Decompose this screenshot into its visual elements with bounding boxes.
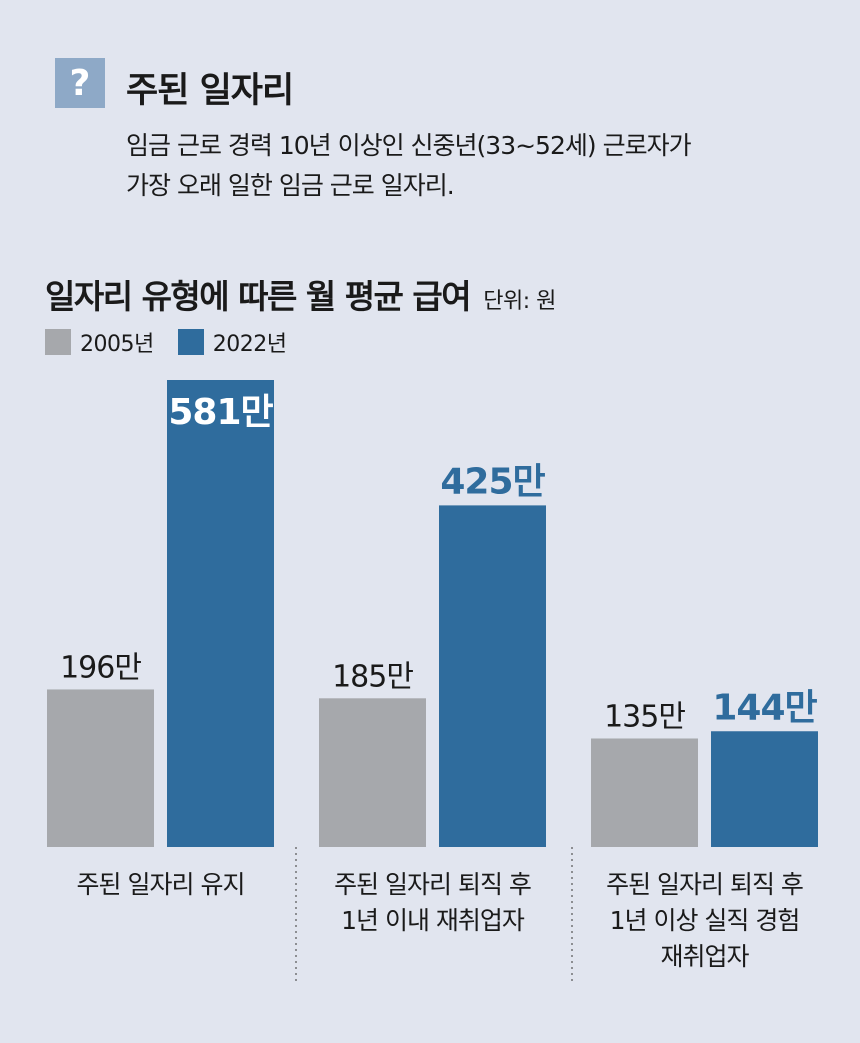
legend-item-2022: 2022년 xyxy=(177,326,287,358)
description: 임금 근로 경력 10년 이상인 신중년(33~52세) 근로자가 가장 오래 … xyxy=(126,126,826,206)
bar-value-label: 185만 xyxy=(332,659,413,694)
description-line-2: 가장 오래 일한 임금 근로 일자리. xyxy=(126,171,455,200)
legend-label-2005: 2005년 xyxy=(80,332,154,357)
question-mark-glyph: ? xyxy=(69,62,91,104)
bar-2005-3 xyxy=(591,738,698,847)
category-label-line: 1년 이내 재취업자 xyxy=(341,906,525,935)
question-mark-icon: ? xyxy=(55,58,105,108)
bar-2022-2 xyxy=(439,505,546,847)
bar-value-label: 581만 xyxy=(168,392,273,433)
category-label-1: 주된 일자리 유지 xyxy=(77,870,245,899)
bar-value-label: 196만 xyxy=(60,650,141,685)
legend: 2005년 2022년 xyxy=(45,327,310,357)
bar-2022-1 xyxy=(167,380,274,847)
category-label-2: 주된 일자리 퇴직 후 1년 이내 재취업자 xyxy=(334,870,531,935)
legend-swatch-2005 xyxy=(45,329,71,355)
description-line-1: 임금 근로 경력 10년 이상인 신중년(33~52세) 근로자가 xyxy=(126,131,692,160)
bar-value-label: 135만 xyxy=(604,699,685,734)
legend-item-2005: 2005년 xyxy=(45,326,154,358)
category-label-line: 1년 이상 실직 경험 xyxy=(610,906,800,935)
chart-unit-label: 단위: 원 xyxy=(483,289,556,314)
bar-value-label: 425만 xyxy=(440,461,545,502)
category-label-line: 주된 일자리 퇴직 후 xyxy=(334,870,531,899)
category-label-line: 재취업자 xyxy=(660,942,749,971)
bar-2005-2 xyxy=(319,698,426,847)
bar-2022-3 xyxy=(711,731,818,847)
page-title: 주된 일자리 xyxy=(126,71,294,111)
bar-2005-1 xyxy=(47,689,154,847)
bar-value-label: 144만 xyxy=(712,687,817,728)
chart-title: 일자리 유형에 따른 월 평균 급여 xyxy=(45,277,472,316)
category-label-line: 주된 일자리 유지 xyxy=(77,870,245,899)
legend-swatch-2022 xyxy=(177,329,204,355)
legend-label-2022: 2022년 xyxy=(212,332,287,357)
category-label-line: 주된 일자리 퇴직 후 xyxy=(606,870,803,899)
chart-title-row: 일자리 유형에 따른 월 평균 급여 단위: 원 xyxy=(45,270,556,318)
